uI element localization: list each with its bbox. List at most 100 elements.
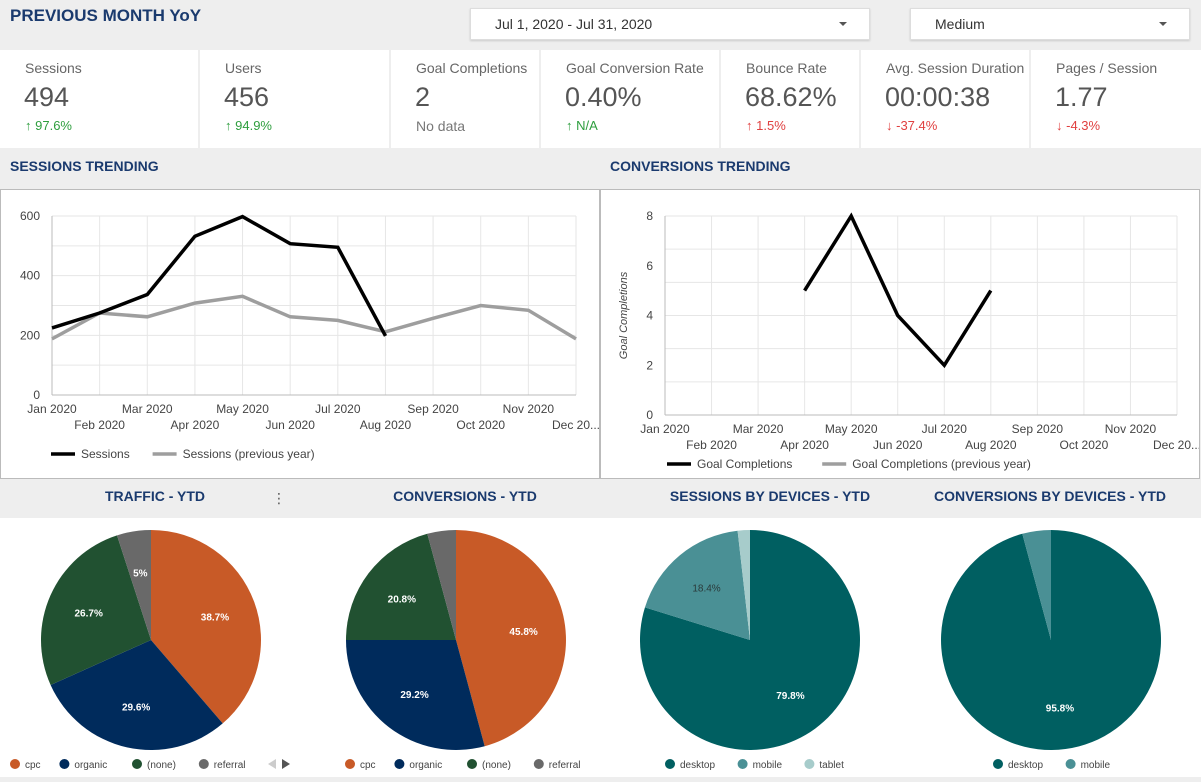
kpi-value: 2 <box>415 82 431 112</box>
y-tick-label: 400 <box>20 269 40 283</box>
x-tick-label: Nov 2020 <box>503 402 555 416</box>
kpi-goal-conversion-rate: Goal Conversion Rate 0.40% ↑ N/A <box>541 50 719 148</box>
pie-slice <box>639 530 860 750</box>
y-tick-label: 200 <box>20 328 40 342</box>
kpi-delta: ↑ 1.5% <box>746 118 786 133</box>
pie-slice <box>644 530 750 640</box>
y-tick-label: 4 <box>646 309 653 323</box>
x-tick-label: Apr 2020 <box>780 438 829 452</box>
x-tick-label: May 2020 <box>216 402 269 416</box>
legend-dot <box>394 759 405 769</box>
legend-dot <box>198 759 209 769</box>
legend-label: (none) <box>147 760 176 771</box>
next-page-icon[interactable] <box>282 759 290 769</box>
x-tick-label: Jun 2020 <box>873 438 923 452</box>
kpi-label: Pages / Session <box>1056 60 1158 76</box>
legend-label: referral <box>549 760 581 771</box>
pie-slice <box>346 640 485 750</box>
chevron-down-icon <box>839 22 847 26</box>
kpi-value: 0.40% <box>565 82 642 112</box>
x-tick-label: Sep 2020 <box>407 402 459 416</box>
legend-label: mobile <box>1081 760 1111 771</box>
x-tick-label: Mar 2020 <box>122 402 173 416</box>
kpi-goal-completions: Goal Completions 2 No data <box>391 50 539 148</box>
legend-label: (none) <box>482 760 511 771</box>
conversions-ytd-title: CONVERSIONS - YTD <box>393 488 537 504</box>
pie-slice <box>427 530 456 640</box>
pie-data-label: 45.8% <box>509 627 537 638</box>
kpi-delta: ↑ 97.6% <box>25 118 72 133</box>
pie-slice <box>1022 530 1051 640</box>
kpi-delta: ↑ N/A <box>566 118 598 133</box>
kpi-users: Users 456 ↑ 94.9% <box>200 50 389 148</box>
x-tick-label: Oct 2020 <box>1060 438 1109 452</box>
arrow-down-icon: ↓ <box>886 118 893 133</box>
kpi-value: 1.77 <box>1055 82 1108 112</box>
pie-data-label: 29.6% <box>122 703 150 714</box>
legend-label: Goal Completions (previous year) <box>852 457 1031 471</box>
kpi-label: Bounce Rate <box>746 60 827 76</box>
y-tick-label: 6 <box>646 259 653 273</box>
y-tick-label: 600 <box>20 209 40 223</box>
pie-data-label: 26.7% <box>74 608 102 619</box>
conversions-trending-chart: 0 2 4 6 8 Jan 2020 Feb 2020 Mar 2020 Apr 2020 May… <box>600 189 1201 479</box>
medium-filter-dropdown[interactable]: Medium <box>910 8 1190 40</box>
x-tick-label: Mar 2020 <box>733 422 784 436</box>
arrow-up-icon: ↑ <box>225 118 232 133</box>
pie-data-label: 38.7% <box>201 612 229 623</box>
pie-data-label: 95.8% <box>1046 704 1074 715</box>
pie-data-label: 29.2% <box>400 690 428 701</box>
pie-slice <box>151 530 261 724</box>
legend-label: cpc <box>25 760 41 771</box>
more-options-icon[interactable]: ⋮ <box>272 490 286 506</box>
prev-page-icon[interactable] <box>268 759 276 769</box>
legend-label: cpc <box>360 760 376 771</box>
series-line <box>803 212 993 369</box>
legend-label: desktop <box>1008 760 1043 771</box>
legend-label: Sessions <box>81 447 130 461</box>
x-tick-label: Nov 2020 <box>1105 422 1157 436</box>
kpi-label: Goal Conversion Rate <box>566 60 704 76</box>
legend-dot <box>59 759 70 769</box>
kpi-delta: ↓ -37.4% <box>886 118 938 133</box>
x-tick-label: Jul 2020 <box>922 422 968 436</box>
x-tick-label: May 2020 <box>825 422 878 436</box>
kpi-delta: ↑ 94.9% <box>225 118 272 133</box>
x-tick-label: Jan 2020 <box>640 422 690 436</box>
arrow-up-icon: ↑ <box>746 118 753 133</box>
y-tick-label: 2 <box>646 358 653 372</box>
kpi-value: 494 <box>24 82 70 112</box>
pie-slice <box>456 530 566 747</box>
kpi-delta: No data <box>416 118 466 134</box>
pie-data-label: 79.8% <box>776 691 804 702</box>
medium-filter-label: Medium <box>935 16 985 32</box>
sessions-trending-chart: 0 200 400 600 Jan 2020 Feb 2020 Mar 2020 Apr 20… <box>0 189 600 479</box>
pie-slice <box>346 533 456 640</box>
kpi-value: 68.62% <box>745 82 837 112</box>
x-tick-label: Apr 2020 <box>171 418 220 432</box>
pie-slice <box>117 530 151 640</box>
legend-dot <box>10 759 20 769</box>
page-title: PREVIOUS MONTH YoY <box>10 6 202 25</box>
kpi-value: 00:00:38 <box>885 82 991 112</box>
date-range-value: Jul 1, 2020 - Jul 31, 2020 <box>495 16 653 32</box>
y-axis-label: Goal Completions <box>618 271 630 359</box>
pie-slice <box>50 640 223 751</box>
conversions-line-chart: 0 2 4 6 8 Jan 2020 Feb 2020 Mar 2020 Apr 2020 May… <box>618 209 1201 471</box>
kpi-avg-session-duration: Avg. Session Duration 00:00:38 ↓ -37.4% <box>861 50 1029 148</box>
pie-slice <box>737 530 750 640</box>
conversions-devices-ytd-title: CONVERSIONS BY DEVICES - YTD <box>933 488 1167 504</box>
legend-label: referral <box>214 760 246 771</box>
legend-dot <box>665 759 675 769</box>
series-line <box>51 214 388 337</box>
y-tick-label: 0 <box>646 408 653 422</box>
date-range-picker[interactable]: Jul 1, 2020 - Jul 31, 2020 <box>470 8 870 40</box>
x-tick-label: Aug 2020 <box>965 438 1017 452</box>
pie-charts-row: 38.7% 29.6% 26.7% 5% cpc organic (none) referra… <box>0 518 1201 777</box>
kpi-label: Goal Completions <box>416 60 528 76</box>
x-tick-label: Jun 2020 <box>265 418 315 432</box>
kpi-label: Sessions <box>25 60 82 76</box>
pie-data-label: 20.8% <box>388 595 416 606</box>
x-tick-label: Jan 2020 <box>27 402 77 416</box>
sessions-line-chart: 0 200 400 600 Jan 2020 Feb 2020 Mar 2020 Apr 20… <box>20 209 600 461</box>
